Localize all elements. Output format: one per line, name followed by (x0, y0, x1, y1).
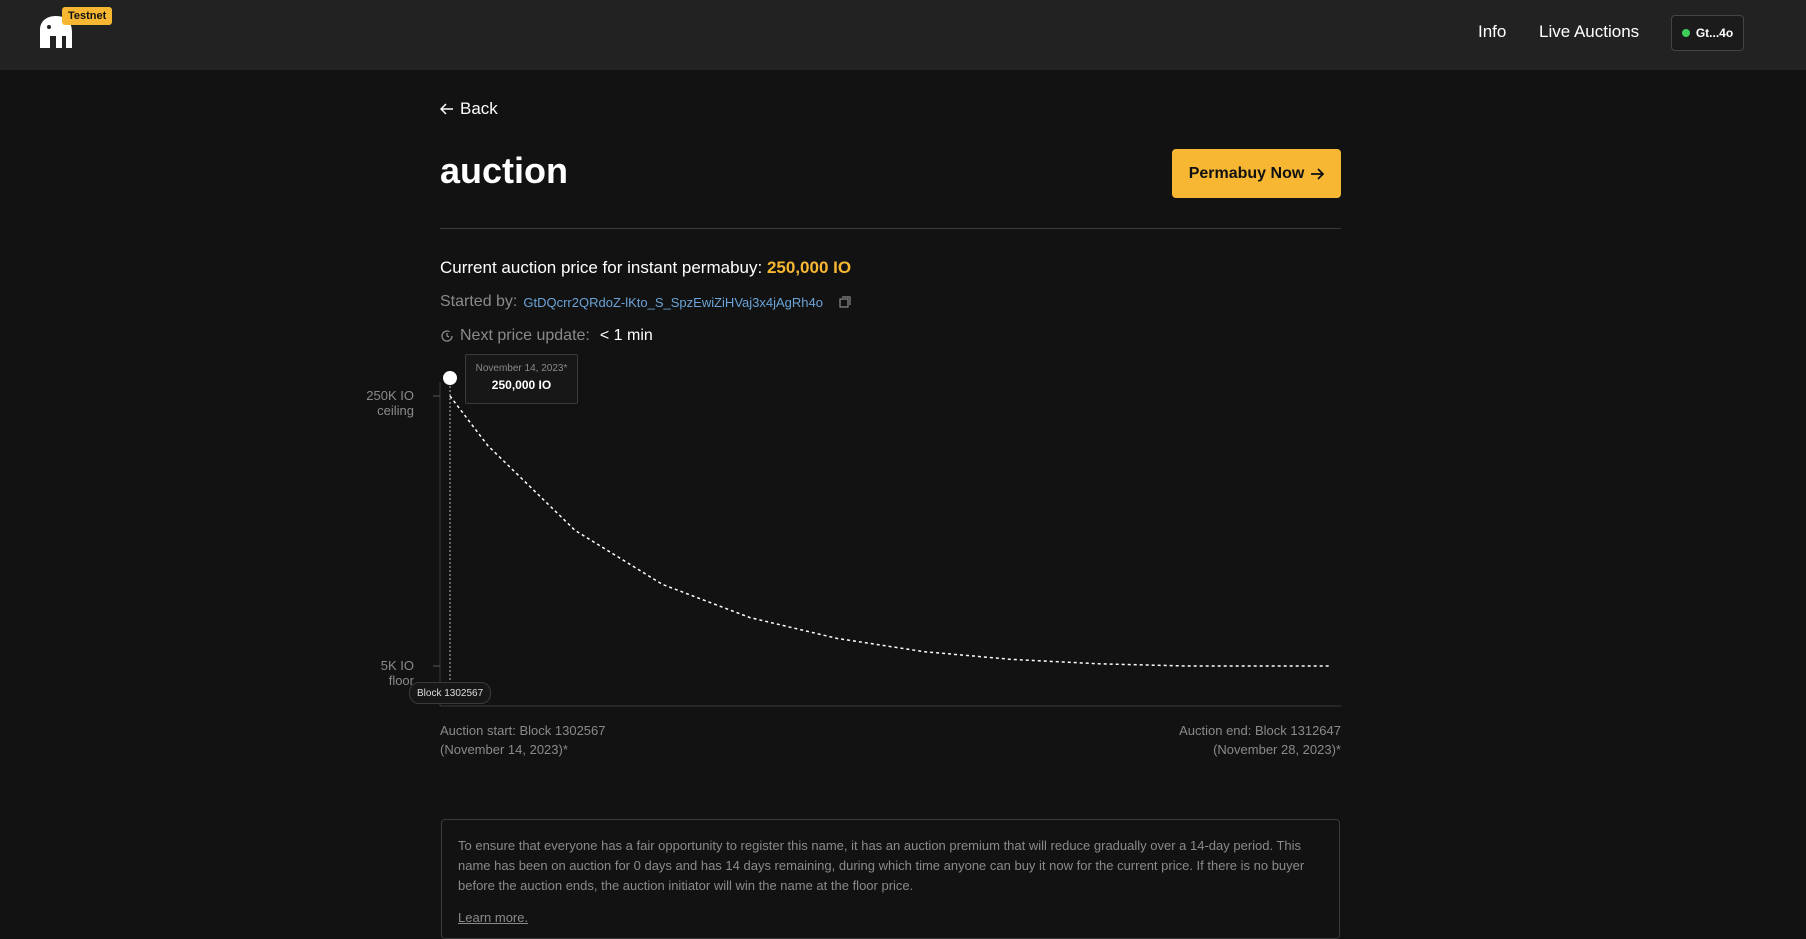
started-by-line: Started by: GtDQcrr2QRdoZ-lKto_S_SpzEwiZ… (440, 293, 851, 311)
arrow-left-icon (440, 103, 453, 115)
testnet-badge: Testnet (62, 7, 113, 25)
wallet-status-icon (1681, 29, 1690, 37)
top-bar: Testnet Info Live Auctions Gt...4o (0, 0, 1806, 70)
price-prefix: Current auction price for instant permab… (440, 258, 763, 277)
y-tick-label-0-1: ceiling (377, 403, 414, 418)
auction-info-box: To ensure that everyone has a fair oppor… (441, 819, 1340, 939)
y-tick-label-1-0: 5K IO (381, 658, 414, 673)
tooltip-value: 250,000 IO (491, 378, 552, 392)
auction-start-line1: Auction start: Block 1302567 (440, 723, 606, 738)
auction-info-text: To ensure that everyone has a fair oppor… (458, 838, 1305, 893)
price-tooltip: November 14, 2023* 250,000 IO (465, 354, 578, 404)
price-curve-line (449, 395, 1330, 667)
nav-info-link[interactable]: Info (1478, 22, 1507, 41)
copy-icon[interactable] (839, 296, 851, 308)
y-tick-label-0-0: 250K IO (366, 388, 414, 403)
tooltip-date: November 14, 2023* (475, 363, 568, 374)
divider (440, 228, 1341, 229)
auction-end-info: Auction end: Block 1312647 (November 28,… (1100, 721, 1341, 759)
back-label: Back (460, 99, 498, 118)
page-title: auction (440, 150, 569, 191)
refresh-clock-icon (441, 330, 453, 342)
next-update-label: Next price update: (460, 327, 590, 344)
started-by-address-link[interactable]: GtDQcrr2QRdoZ-lKto_S_SpzEwiZiHVaj3x4jAgR… (523, 294, 823, 310)
started-by-label: Started by: (440, 293, 518, 310)
nav-live-auctions-link[interactable]: Live Auctions (1539, 22, 1640, 41)
current-price-point[interactable] (443, 371, 457, 385)
auction-end-line2: (November 28, 2023)* (1213, 742, 1341, 757)
next-price-update-line: Next price update: < 1 min (440, 327, 653, 345)
arrow-right-icon (1311, 167, 1325, 180)
auction-start-info: Auction start: Block 1302567 (November 1… (440, 721, 606, 759)
current-price-line: Current auction price for instant permab… (440, 258, 851, 278)
permabuy-label: Permabuy Now (1188, 164, 1305, 182)
wallet-address: Gt...4o (1695, 26, 1734, 40)
learn-more-link[interactable]: Learn more. (458, 910, 529, 925)
auction-start-line2: (November 14, 2023)* (440, 742, 568, 757)
wallet-button[interactable]: Gt...4o (1671, 15, 1744, 51)
back-link[interactable]: Back (440, 99, 498, 119)
auction-end-line1: Auction end: Block 1312647 (1179, 723, 1341, 738)
price-value: 250,000 IO (766, 258, 852, 277)
block-tag: Block 1302567 (409, 682, 492, 704)
y-tick-label-1-1: floor (389, 673, 415, 688)
next-update-value: < 1 min (599, 327, 653, 344)
permabuy-now-button[interactable]: Permabuy Now (1172, 149, 1341, 198)
